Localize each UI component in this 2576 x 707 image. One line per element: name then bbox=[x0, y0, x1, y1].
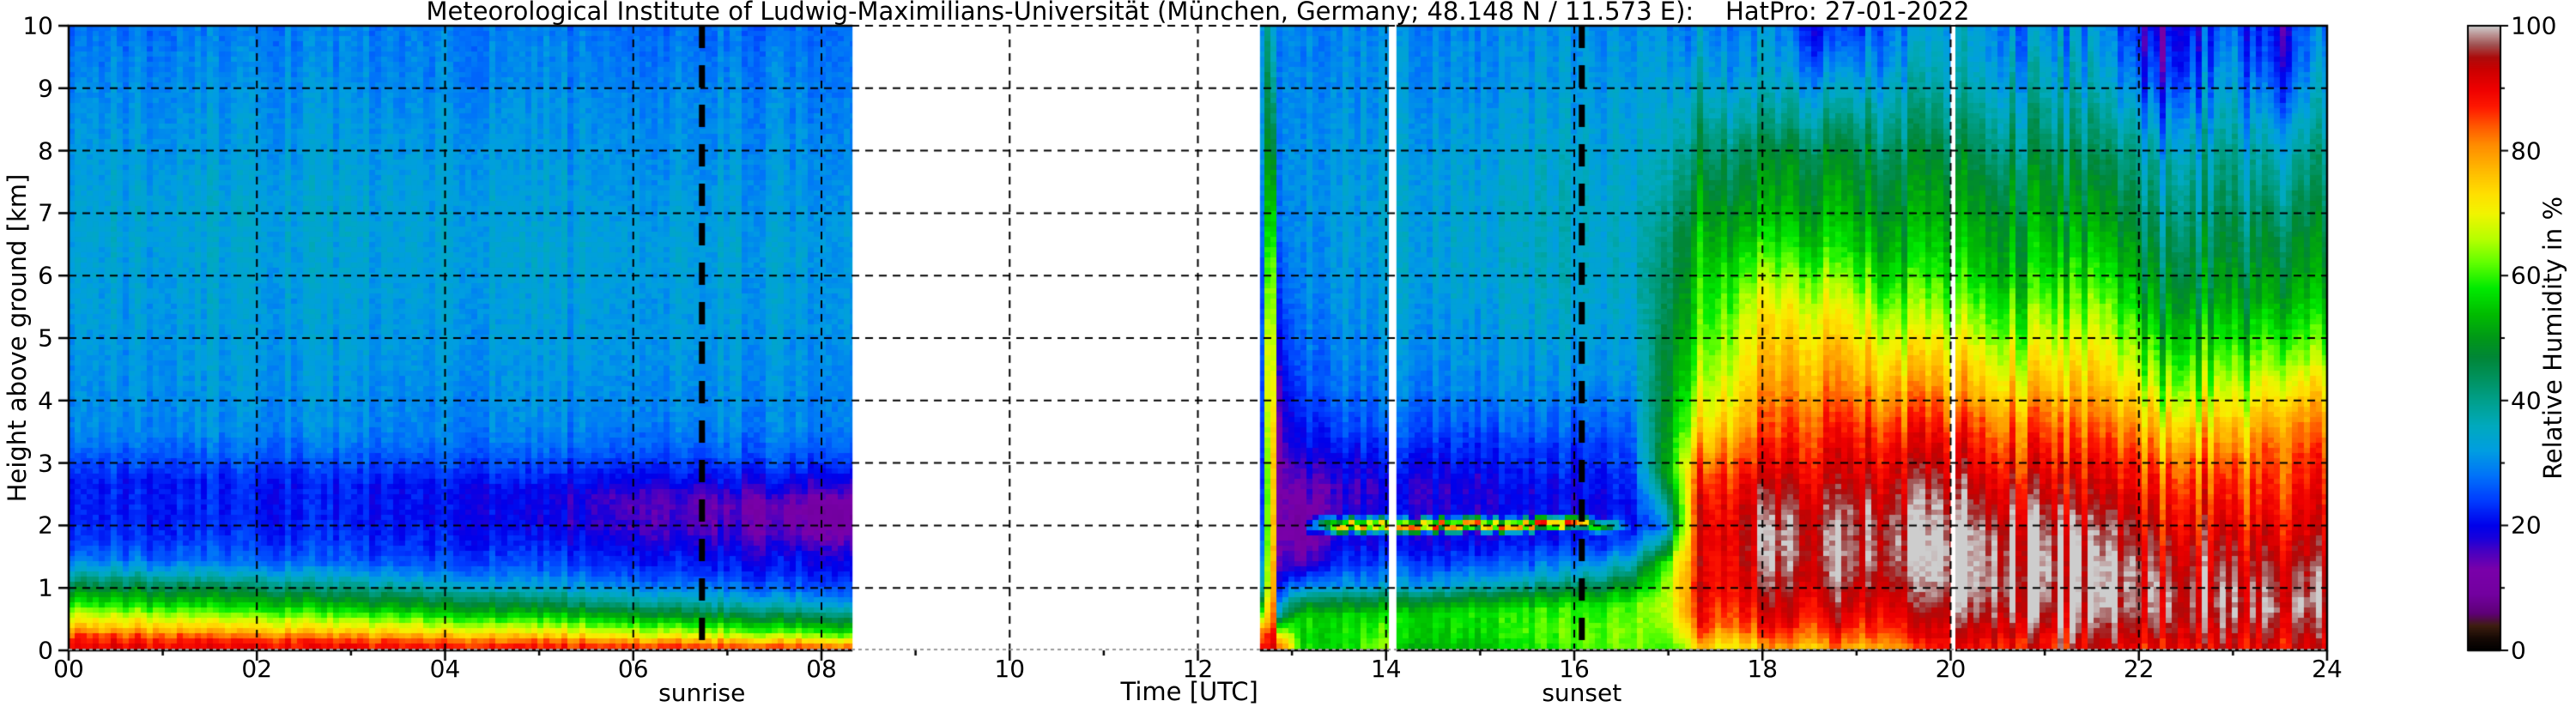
y-tick-label: 6 bbox=[38, 261, 53, 290]
colorbar-label: Relative Humidity in % bbox=[2538, 196, 2567, 480]
x-tick-label: 24 bbox=[2312, 655, 2343, 683]
x-tick-label: 14 bbox=[1370, 655, 1402, 683]
x-tick-label: 18 bbox=[1747, 655, 1779, 683]
y-tick-label: 8 bbox=[38, 136, 53, 166]
x-axis-label: Time [UTC] bbox=[1120, 677, 1258, 706]
sunrise-label: sunrise bbox=[658, 679, 746, 707]
x-tick-label: 08 bbox=[806, 655, 837, 683]
colorbar-tick-label: 80 bbox=[2511, 136, 2542, 166]
y-tick-label: 4 bbox=[38, 386, 53, 415]
plot-title: Meteorological Institute of Ludwig-Maxim… bbox=[426, 0, 1970, 26]
x-tick-label: 04 bbox=[429, 655, 461, 683]
x-tick-label: 06 bbox=[617, 655, 649, 683]
y-tick-label: 2 bbox=[38, 511, 53, 540]
x-tick-label: 02 bbox=[241, 655, 273, 683]
y-tick-label: 1 bbox=[38, 573, 53, 602]
x-tick-label: 16 bbox=[1559, 655, 1590, 683]
y-tick-label: 5 bbox=[38, 323, 53, 353]
colorbar-tick-label: 0 bbox=[2511, 636, 2526, 665]
colorbar-tick-label: 40 bbox=[2511, 386, 2542, 415]
x-tick-label: 10 bbox=[994, 655, 1026, 683]
x-tick-label: 22 bbox=[2123, 655, 2155, 683]
colorbar-tick-label: 60 bbox=[2511, 261, 2542, 290]
sunset-label: sunset bbox=[1542, 679, 1622, 707]
y-tick-label: 0 bbox=[38, 636, 53, 665]
colorbar-tick-label: 100 bbox=[2511, 11, 2557, 40]
x-tick-label: 12 bbox=[1182, 655, 1214, 683]
colorbar-tick-label: 20 bbox=[2511, 511, 2542, 540]
y-tick-label: 9 bbox=[38, 74, 53, 103]
y-tick-label: 3 bbox=[38, 449, 53, 478]
x-tick-label: 00 bbox=[53, 655, 84, 683]
y-tick-label: 10 bbox=[22, 11, 53, 40]
x-tick-label: 20 bbox=[1935, 655, 1967, 683]
y-tick-label: 7 bbox=[38, 198, 53, 227]
